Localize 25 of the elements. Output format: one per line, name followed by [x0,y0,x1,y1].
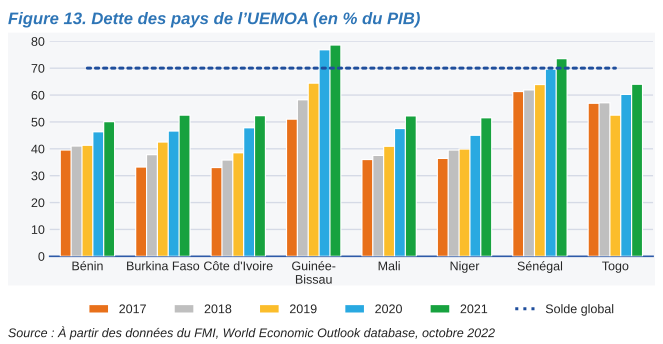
x-tick-label: Bénin [72,260,103,270]
source-note: Source : À partir des données du FMI, World Economic Outlook database, octobre 2022 [8,326,495,340]
x-tick-label: Niger [450,261,480,273]
x-tick-label: Burkina Faso [127,261,200,270]
y-tick-label: 40 [31,144,44,154]
y-tick-label: 30 [31,171,44,180]
y-tick-label: 80 [32,37,44,46]
chart-title: Figure 13. Dette des pays de l’UEMOA (en % du PIB) [8,12,420,28]
legend-label: 2017 [119,304,146,314]
legend-label: 2021 [460,304,488,314]
x-tick-label: Mali [378,261,400,270]
x-tick-label: Guinée- Bissau [292,260,336,284]
legend-label: 2019 [290,304,317,314]
y-tick-label: 10 [32,225,44,234]
y-tick-label: 60 [32,90,44,100]
legend-label: 2018 [204,304,232,314]
x-tick-label: Sénégal [518,261,562,273]
y-tick-label: 70 [32,64,44,73]
x-tick-label: Togo [602,262,628,273]
x-tick-label: Côte d'Ivoire [204,261,273,270]
legend-label: 2020 [375,304,402,314]
y-tick-label: 50 [31,118,44,127]
y-tick-label: 20 [32,198,44,208]
y-tick-label: 0 [38,252,44,261]
legend-label: Solde global [546,304,614,316]
